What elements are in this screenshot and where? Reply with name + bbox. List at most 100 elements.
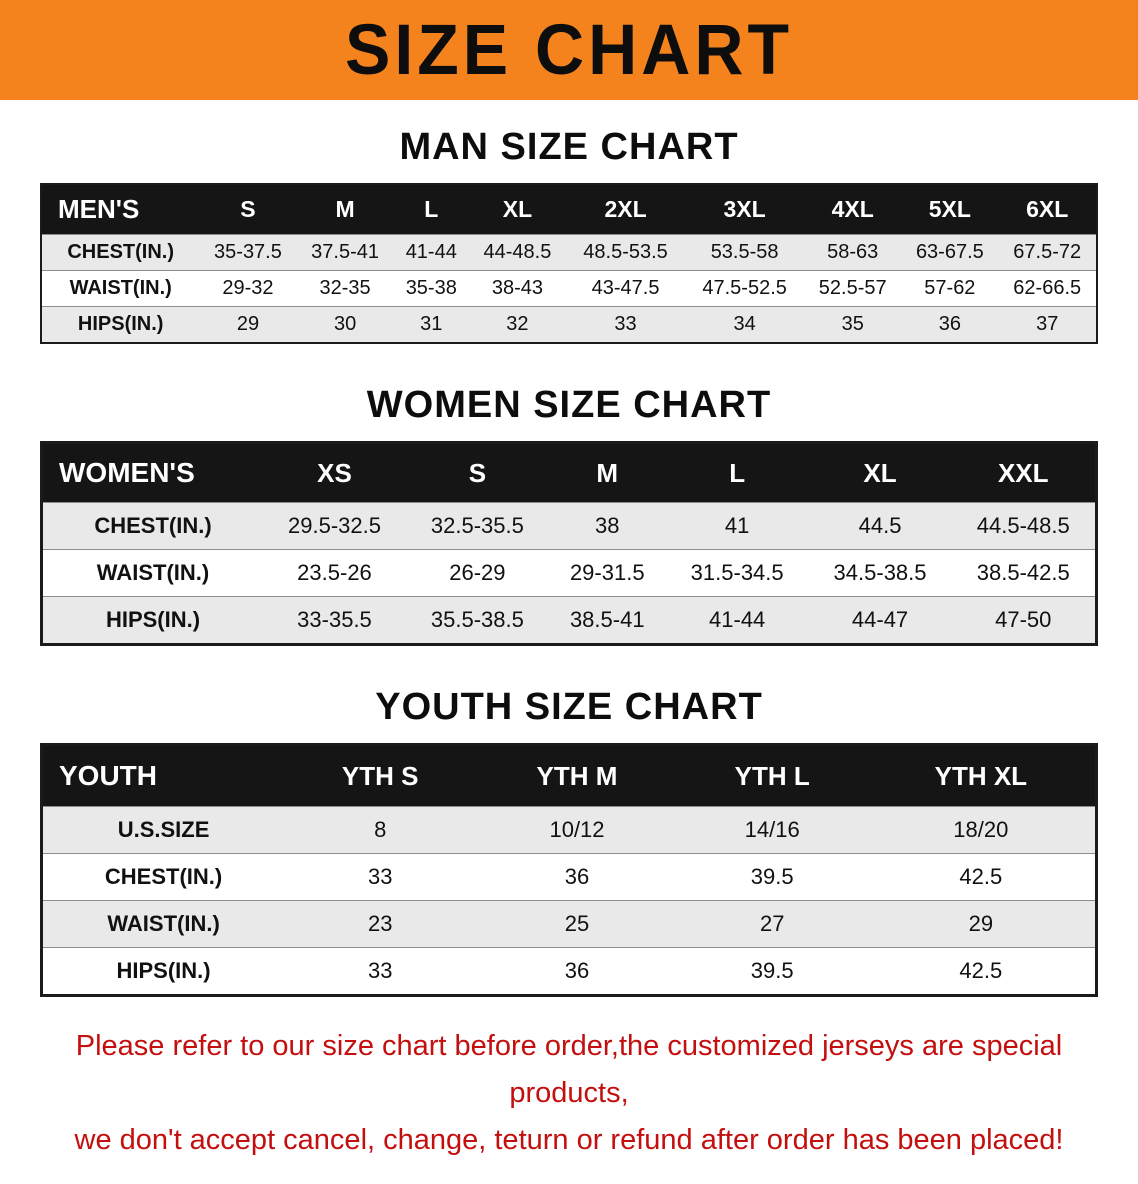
- size-table: WOMEN'S XS S M L XL XXL CHEST(IN.) 29.5-32.5 32.5…: [40, 441, 1098, 646]
- section-heading: YOUTH SIZE CHART: [375, 686, 763, 728]
- table-header-row: YOUTH YTH S YTH M YTH L YTH XL: [41, 744, 1097, 807]
- table-cell: 35-37.5: [214, 241, 282, 263]
- column-header: 4XL: [831, 196, 874, 222]
- table-row: CHEST(IN.) 33 36 39.5 42.5: [41, 853, 1097, 901]
- table-cell: 31: [420, 313, 443, 335]
- table-cell: 35.5-38.5: [430, 607, 524, 632]
- table-cell: 25: [564, 911, 590, 936]
- table-cell: 36: [938, 313, 961, 335]
- table-cell: 34.5-38.5: [833, 560, 927, 585]
- table-cell: 35: [841, 313, 864, 335]
- row-label: CHEST(IN.): [94, 513, 212, 538]
- table-cell: 35-38: [405, 277, 457, 299]
- table-cell: 32.5-35.5: [430, 513, 524, 538]
- table-cell: 38: [595, 513, 620, 538]
- table-cell: 29.5-32.5: [288, 513, 381, 538]
- column-header: S: [240, 196, 256, 222]
- size-section: YOUTH SIZE CHART YOUTH YTH S YTH M YTH L YTH …: [0, 686, 1138, 997]
- content: MAN SIZE CHART MEN'S S M L XL 2XL 3XL 4XL 5XL 6XL C…: [0, 126, 1138, 997]
- row-label: HIPS(IN.): [77, 313, 164, 335]
- column-header: YTH L: [734, 760, 810, 791]
- table-cell: 47.5-52.5: [702, 277, 787, 299]
- disclaimer-line-2: we don't accept cancel, change, teturn o…: [74, 1123, 1064, 1156]
- table-cell: 23: [367, 911, 393, 936]
- row-label: U.S.SIZE: [117, 817, 210, 842]
- column-header: L: [424, 196, 439, 222]
- table-cell: 30: [333, 313, 357, 335]
- row-label: WAIST(IN.): [107, 911, 220, 936]
- table-cell: 10/12: [549, 817, 605, 842]
- column-header: 2XL: [604, 196, 647, 222]
- table-header-row: WOMEN'S XS S M L XL XXL: [41, 442, 1097, 503]
- table-cell: 33-35.5: [297, 607, 372, 632]
- table-cell: 67.5-72: [1013, 241, 1082, 263]
- table-cell: 63-67.5: [915, 241, 984, 263]
- table-corner-label: YOUTH: [59, 760, 157, 791]
- column-header: XL: [502, 196, 533, 222]
- table-cell: 33: [367, 864, 393, 889]
- table-cell: 39.5: [750, 958, 794, 983]
- table-cell: 39.5: [750, 864, 794, 889]
- section-heading: MAN SIZE CHART: [399, 126, 739, 168]
- table-cell: 38.5-41: [569, 607, 645, 632]
- table-cell: 41-44: [405, 241, 457, 263]
- column-header: 6XL: [1026, 196, 1069, 222]
- table-row: WAIST(IN.) 29-32 32-35 35-38 38-43 43-47.5 47.…: [41, 270, 1097, 307]
- row-label: HIPS(IN.): [116, 958, 211, 983]
- table-row: U.S.SIZE 8 10/12 14/16 18/20: [41, 806, 1097, 854]
- page-title: SIZE CHART: [345, 10, 793, 90]
- table-cell: 33: [367, 958, 393, 983]
- table-corner-label: WOMEN'S: [59, 457, 195, 488]
- table-cell: 14/16: [744, 817, 800, 842]
- disclaimer: Please refer to our size chart before or…: [18, 1023, 1120, 1164]
- table-row: WAIST(IN.) 23.5-26 26-29 29-31.5 31.5-34.5 34…: [41, 549, 1097, 597]
- table-cell: 36: [564, 864, 590, 889]
- row-label: WAIST(IN.): [96, 560, 210, 585]
- table-cell: 44-48.5: [483, 241, 552, 263]
- disclaimer-line-1: Please refer to our size chart before or…: [75, 1030, 1063, 1109]
- column-header: XL: [863, 457, 897, 488]
- table-cell: 52.5-57: [818, 277, 887, 299]
- table-cell: 23.5-26: [297, 560, 372, 585]
- table-cell: 8: [374, 817, 387, 842]
- table-row: HIPS(IN.) 33 36 39.5 42.5: [41, 947, 1097, 996]
- table-cell: 29: [968, 911, 994, 936]
- table-cell: 43-47.5: [591, 277, 660, 299]
- table-cell: 37: [1036, 313, 1059, 335]
- table-cell: 29-31.5: [569, 560, 645, 585]
- row-label: CHEST(IN.): [104, 864, 223, 889]
- column-header: M: [335, 196, 355, 222]
- table-cell: 32-35: [319, 277, 371, 299]
- table-cell: 33: [614, 313, 637, 335]
- size-section: WOMEN SIZE CHART WOMEN'S XS S M L XL XXL CHEST(I…: [0, 384, 1138, 646]
- table-cell: 26-29: [449, 560, 506, 585]
- column-header: XS: [317, 457, 352, 488]
- size-section: MAN SIZE CHART MEN'S S M L XL 2XL 3XL 4XL 5XL 6XL C…: [0, 126, 1138, 344]
- table-row: HIPS(IN.) 33-35.5 35.5-38.5 38.5-41 41-44 44-…: [41, 596, 1097, 645]
- banner: SIZE CHART: [0, 0, 1138, 100]
- column-header: L: [729, 457, 746, 488]
- table-cell: 36: [564, 958, 590, 983]
- table-cell: 42.5: [959, 958, 1003, 983]
- table-cell: 27: [759, 911, 785, 936]
- table-row: WAIST(IN.) 23 25 27 29: [41, 900, 1097, 948]
- table-cell: 31.5-34.5: [690, 560, 784, 585]
- table-cell: 57-62: [924, 277, 976, 299]
- table-cell: 42.5: [959, 864, 1003, 889]
- table-cell: 62-66.5: [1013, 277, 1082, 299]
- column-header: YTH XL: [934, 760, 1028, 791]
- table-cell: 18/20: [953, 817, 1009, 842]
- column-header: M: [596, 457, 619, 488]
- column-header: S: [468, 457, 487, 488]
- table-cell: 44.5: [858, 513, 902, 538]
- table-cell: 44-47: [851, 607, 909, 632]
- section-heading: WOMEN SIZE CHART: [366, 384, 772, 426]
- table-cell: 38.5-42.5: [976, 560, 1070, 585]
- table-header-row: MEN'S S M L XL 2XL 3XL 4XL 5XL 6XL: [41, 184, 1097, 235]
- row-label: CHEST(IN.): [67, 241, 175, 263]
- table-row: CHEST(IN.) 29.5-32.5 32.5-35.5 38 41 44.5 44.5…: [41, 502, 1097, 550]
- table-cell: 48.5-53.5: [583, 241, 668, 263]
- column-header: 5XL: [928, 196, 971, 222]
- table-cell: 53.5-58: [710, 241, 779, 263]
- table-cell: 29-32: [222, 277, 274, 299]
